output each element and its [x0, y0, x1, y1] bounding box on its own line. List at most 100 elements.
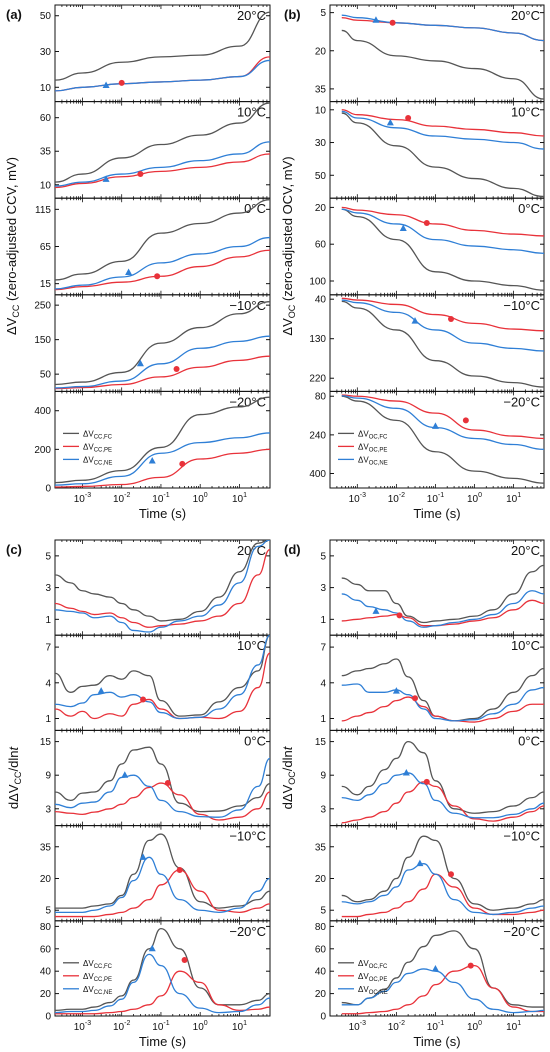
panel-label: (c)	[6, 542, 22, 557]
series-line-PE	[55, 970, 270, 1015]
series-line-FC	[341, 29, 544, 100]
series-line-FC	[55, 11, 270, 81]
subplot-frame	[54, 729, 271, 827]
legend-sub: OC,PE	[369, 977, 388, 983]
y-tick-label: 15	[315, 737, 327, 748]
x-tick-label: 10-2	[113, 492, 130, 505]
temperature-label: −10°C	[503, 829, 540, 844]
x-tick-mant: 10	[193, 1022, 205, 1033]
series-line-FC	[55, 102, 270, 183]
series-line-NE	[55, 59, 270, 92]
y-tick-label: 7	[45, 643, 51, 654]
y-tick-label: 35	[40, 842, 52, 853]
y-axis-label: ΔVOC (zero-adjusted OCV, mV)	[280, 156, 297, 335]
y-tick-label: 20	[315, 46, 327, 57]
y-tick-label: 0	[320, 1012, 326, 1023]
marker-NE	[136, 359, 144, 367]
series-line-FC	[341, 208, 544, 291]
series-line-FC	[55, 927, 270, 1012]
subplot-a-0: 10 30 50 20°C	[40, 4, 271, 103]
legend-main: ΔV	[83, 455, 94, 464]
x-axis-label: Time (s)	[413, 506, 460, 521]
y-label-rest: (zero-adjusted OCV, mV)	[280, 156, 295, 304]
y-label-main: ΔV	[4, 317, 19, 335]
legend-label: ΔVCC,PE	[83, 442, 112, 453]
x-tick-label: 10-2	[388, 492, 405, 505]
marker-PE	[118, 79, 125, 86]
marker-PE	[462, 417, 469, 424]
panel-label: (d)	[284, 542, 301, 557]
legend-label: ΔVOC,NE	[358, 985, 388, 996]
y-tick-label: 3	[320, 804, 326, 815]
panel-label: (a)	[6, 7, 22, 22]
marker-NE	[386, 118, 394, 126]
y-tick-label: 30	[40, 47, 52, 58]
y-tick-label: 130	[309, 334, 326, 345]
series-line-FC	[55, 833, 270, 909]
legend-label: ΔVOC,PE	[358, 442, 387, 453]
legend-sub: CC,PE	[94, 447, 112, 453]
marker-NE	[148, 456, 156, 464]
legend-sub: OC,NE	[369, 460, 388, 466]
x-tick-label: 100	[193, 1020, 208, 1033]
x-tick-label: 10-3	[349, 1020, 366, 1033]
x-tick-exp: -1	[438, 492, 444, 499]
marker-PE	[154, 273, 161, 280]
x-tick-exp: -1	[438, 1020, 444, 1027]
x-tick-label: 101	[232, 1020, 247, 1033]
marker-PE	[164, 780, 171, 787]
marker-PE	[140, 696, 147, 703]
x-tick-label: 10-2	[113, 1020, 130, 1033]
legend-sub: CC,FC	[94, 434, 113, 440]
subplot-d-0: 1 3 5 20°C	[320, 539, 545, 636]
series-line-PE	[55, 782, 270, 821]
y-label-main: dΔV	[280, 784, 295, 809]
y-tick-label: 30	[315, 138, 327, 149]
x-tick-mant: 10	[427, 494, 439, 505]
series-line-FC	[55, 396, 270, 484]
x-tick-label: 100	[193, 492, 208, 505]
x-tick-exp: -3	[85, 492, 91, 499]
y-tick-label: 50	[40, 370, 52, 381]
y-tick-label: 15	[40, 737, 52, 748]
y-tick-label: 15	[40, 279, 52, 290]
series-line-NE	[55, 540, 270, 633]
subplot-frame	[329, 920, 545, 1017]
marker-NE	[431, 422, 439, 429]
x-tick-exp: 1	[243, 492, 247, 499]
legend-main: ΔV	[358, 972, 369, 981]
x-axis-label: Time (s)	[413, 1034, 460, 1049]
y-label-rest: /dln	[280, 750, 295, 771]
marker-PE	[448, 315, 455, 322]
subplot-b-3: 40 130 220 −10°C	[309, 294, 545, 392]
y-tick-label: 35	[315, 84, 327, 95]
y-tick-label: 4	[320, 678, 326, 689]
y-tick-label: 1	[45, 714, 51, 725]
y-tick-label: 1	[45, 615, 51, 626]
panel-b: (b)ΔVOC (zero-adjusted OCV, mV)5203520°C…	[280, 4, 545, 521]
marker-NE	[97, 687, 105, 694]
marker-NE	[139, 853, 147, 860]
legend-label: ΔVCC,NE	[83, 455, 112, 466]
y-tick-label: 10	[40, 83, 52, 94]
legend-label: ΔVOC,NE	[358, 455, 388, 466]
legend-main: ΔV	[358, 442, 369, 451]
marker-NE	[102, 175, 110, 182]
subplot-c-1: 1 4 7 10°C	[45, 634, 271, 731]
y-tick-label: 250	[34, 301, 51, 312]
subplot-a-3: 50 150 250 −10°C	[34, 294, 271, 392]
marker-NE	[121, 771, 129, 778]
marker-PE	[173, 365, 180, 372]
subplot-a-2: 15 65 115 0°C	[35, 197, 271, 296]
series-line-NE	[341, 772, 544, 819]
x-tick-label: 100	[467, 1020, 482, 1033]
y-tick-label: 0	[45, 484, 51, 495]
x-tick-exp: -2	[124, 1020, 130, 1027]
y-tick-label: 150	[34, 335, 51, 346]
x-tick-mant: 10	[427, 1022, 439, 1033]
temperature-label: −10°C	[229, 829, 266, 844]
series-line-NE	[341, 968, 544, 1014]
